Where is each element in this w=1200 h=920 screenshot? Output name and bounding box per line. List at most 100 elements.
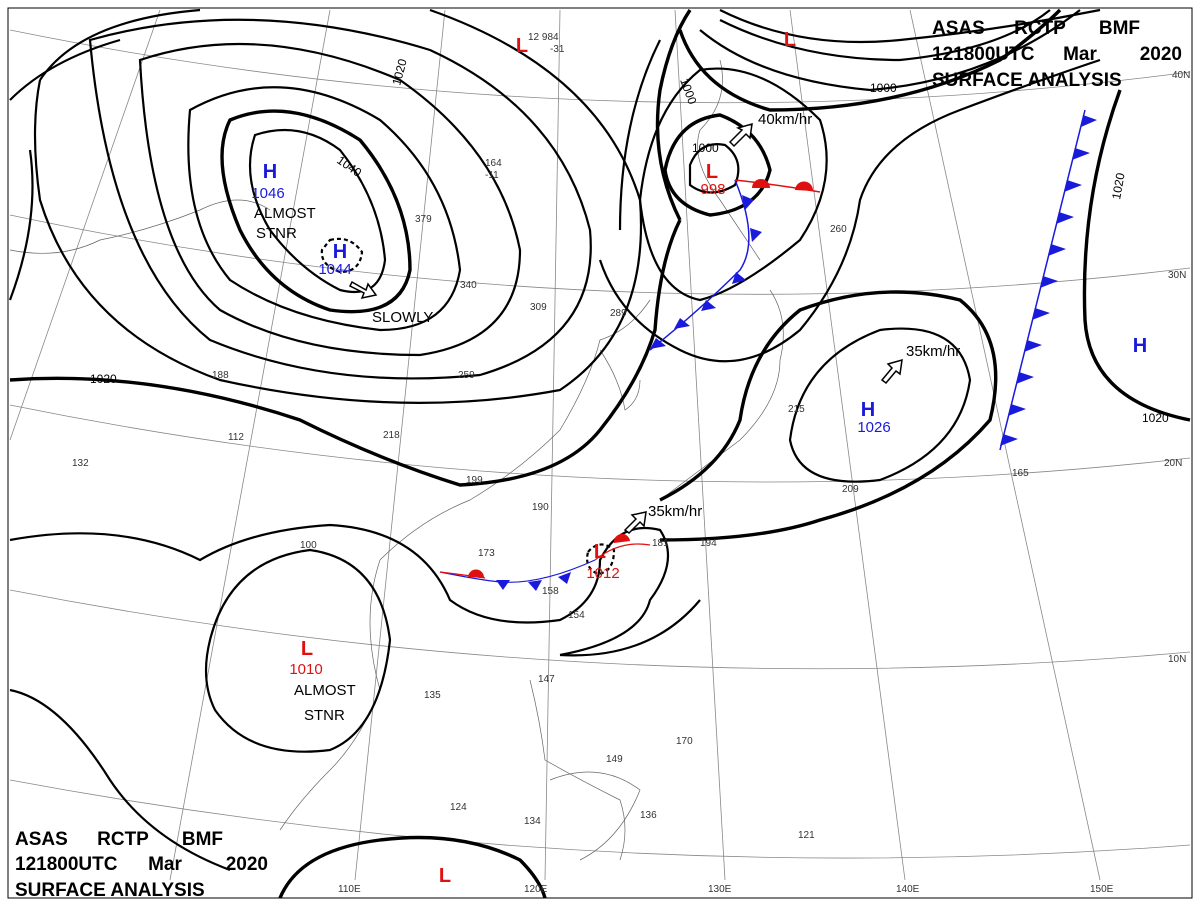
header-text: SURFACE ANALYSIS <box>932 70 1122 91</box>
station-text: 12 984 <box>528 32 559 43</box>
isobar <box>278 835 547 899</box>
header-top: ASAS RCTP BMF 121800UTC Mar 2020 SURFACE… <box>932 18 1182 91</box>
motion-arrow <box>623 511 647 534</box>
front-tooth <box>1048 244 1066 256</box>
isobar <box>187 86 462 332</box>
center-symbol: H <box>1133 335 1147 357</box>
annotation: STNR <box>256 225 297 242</box>
center-symbol: L <box>439 865 451 887</box>
center-symbol: L <box>784 29 796 51</box>
longitude-line <box>9 9 161 441</box>
front-tooth <box>1081 115 1097 127</box>
header-text: ASAS <box>932 18 985 39</box>
longitude-label: 120E <box>524 884 548 895</box>
motion-arrow <box>348 280 378 300</box>
annotation: ALMOST <box>294 682 356 699</box>
header-text: SURFACE ANALYSIS <box>15 880 205 901</box>
station-text: 209 <box>842 484 859 495</box>
isobar-label: 1020 <box>1142 411 1169 425</box>
station-plots: 12 984 -31 164 -11 379 340 309 259 218 1… <box>72 32 1029 841</box>
center-symbol: L <box>706 161 718 183</box>
station-text: 132 <box>72 458 89 469</box>
center-value: 1010 <box>289 661 322 678</box>
isobar-label: 1020 <box>90 372 117 386</box>
cold-front-teeth <box>496 572 571 591</box>
header-text: 121800UTC <box>932 44 1035 65</box>
coastline <box>379 299 651 561</box>
station-text: 340 <box>460 280 477 291</box>
station-text: 260 <box>830 224 847 235</box>
station-text: 289 <box>610 308 627 319</box>
header-text: 121800UTC <box>15 854 118 875</box>
front-tooth <box>701 300 716 311</box>
front-tooth <box>1008 404 1026 416</box>
center-symbol: L <box>594 541 606 563</box>
latitude-line <box>9 779 1191 859</box>
header-text: Mar <box>148 854 182 875</box>
longitude-label: 130E <box>708 884 732 895</box>
front-tooth <box>1000 434 1018 446</box>
station-text: 121 <box>798 830 815 841</box>
pressure-centers: H 1046 H 1044 H 1026 H L 998 L 1012 L 10… <box>251 29 1147 887</box>
isobar <box>598 58 1101 363</box>
front-tooth <box>650 338 666 349</box>
station-text: 112 <box>228 432 244 443</box>
front-tooth <box>528 580 542 591</box>
header-text: RCTP <box>1014 18 1066 39</box>
station-text: 147 <box>538 674 555 685</box>
station-text: 215 <box>788 404 805 415</box>
station-text: 190 <box>532 502 549 513</box>
station-text: 181 <box>652 538 669 549</box>
station-text: 194 <box>700 538 717 549</box>
latitude-line <box>9 214 1191 295</box>
annotation: SLOWLY <box>372 309 433 326</box>
station-text: 136 <box>640 810 657 821</box>
center-symbol: H <box>861 399 875 421</box>
longitude-line <box>789 9 906 881</box>
annotation: ALMOST <box>254 205 316 222</box>
motion-speed: 35km/hr <box>648 503 702 520</box>
isobar <box>33 8 643 404</box>
isobar <box>88 18 592 380</box>
isobar <box>204 548 392 753</box>
latitude-line <box>9 29 1191 104</box>
front-tooth <box>496 580 510 590</box>
center-value: 1046 <box>251 185 284 202</box>
geo-labels: 40N 30N 20N 10N 110E 120E 130E 140E 150E <box>338 70 1190 895</box>
front-tooth <box>674 318 690 329</box>
isobar <box>9 523 701 657</box>
motion-arrow <box>880 358 903 385</box>
isobar <box>220 109 412 314</box>
coastline <box>549 771 641 861</box>
isobar <box>788 327 972 483</box>
fronts <box>439 109 1097 591</box>
center-circle <box>586 543 616 576</box>
isobar-label: 1020 <box>389 57 410 87</box>
front-tooth <box>1016 372 1034 384</box>
latitude-line <box>9 404 1191 483</box>
station-text: 134 <box>524 816 541 827</box>
station-text: -31 <box>550 44 565 55</box>
isobars <box>8 8 1191 899</box>
front-tooth <box>732 272 746 284</box>
cold-front-teeth <box>1000 115 1097 446</box>
center-symbol: L <box>301 638 313 660</box>
latitude-label: 30N <box>1168 270 1186 281</box>
header-text: 2020 <box>226 854 268 875</box>
front-tooth <box>1056 212 1074 224</box>
station-text: 164 <box>485 158 502 169</box>
header-text: BMF <box>182 829 223 850</box>
center-value: 998 <box>700 181 725 198</box>
longitude-label: 140E <box>896 884 920 895</box>
station-text: 154 <box>568 610 585 621</box>
front-tooth <box>558 572 571 584</box>
coastline <box>529 679 626 861</box>
isobar <box>248 128 387 294</box>
isobar-label: 1000 <box>692 141 719 155</box>
front-tooth <box>1064 180 1082 192</box>
isobar <box>688 143 740 194</box>
header-text: ASAS <box>15 829 68 850</box>
isobar <box>138 42 522 357</box>
graticule <box>9 9 1191 881</box>
header-bottom: ASAS RCTP BMF 121800UTC Mar 2020 SURFACE… <box>15 829 268 901</box>
